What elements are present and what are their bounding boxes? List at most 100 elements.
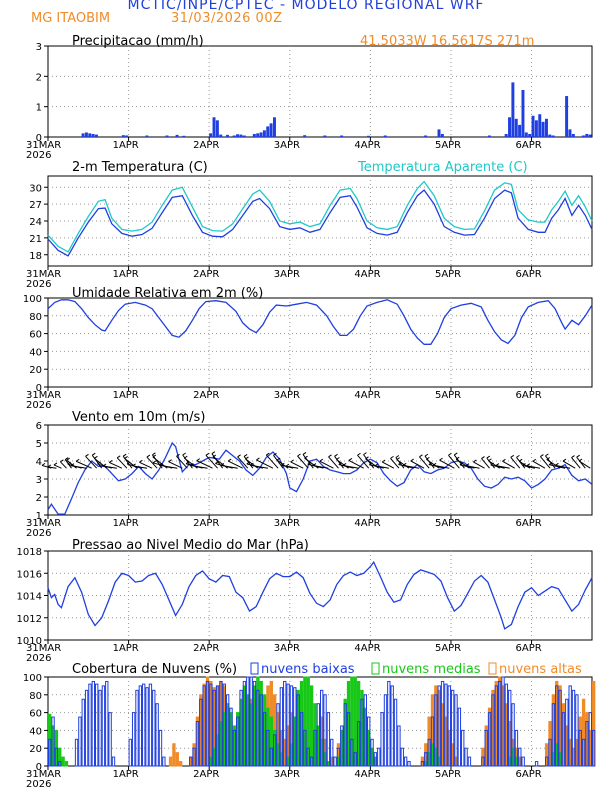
wind-arrow-head [369,462,373,466]
temp-year-label: 2026 [26,279,51,290]
wind-ytick-label: 5 [36,439,42,450]
precip-bar [548,134,552,137]
wind-arrow [139,461,153,469]
wind-arrow-head [94,455,98,459]
wind-arrow [410,460,425,469]
precip-xtick-label: 6APR [516,140,542,151]
cloud-high-bar [172,743,176,767]
temp-ytick-label: 27 [29,200,42,211]
wind-arrow-head [312,463,317,466]
wind-arrow [439,459,455,469]
precip-bar [219,134,223,137]
wind-xtick-label: 4APR [354,518,380,529]
cloud-low-bar [578,729,582,767]
cloud-low-bar [88,683,92,767]
precip-bar [95,134,98,137]
cloud-low-bar [581,738,586,767]
clouds-xtick-label: 6APR [516,769,542,780]
precip-bar [585,133,589,137]
precip-bar [259,132,263,137]
wind-arrow-head [548,462,553,466]
wind-arrow [132,465,148,469]
precip-ytick-label: 2 [36,72,42,83]
precip-bar [568,129,572,137]
cloud-low-bar [316,703,320,767]
cloud-low-bar [131,712,136,767]
cloud-low-bar [340,725,344,767]
cloud-low-bar [148,683,153,767]
wind-arrow-head [357,452,361,456]
precip-bar [383,135,387,137]
wind-arrow [176,455,188,469]
wind-arrow [465,465,480,469]
precip-bar [88,133,92,137]
wind-arrow-head [132,463,136,467]
wind-arrow [459,464,475,469]
cloud-low-bar [343,703,347,767]
wind-arrow-head [158,462,163,466]
wind-arrow-head [245,456,249,460]
wind-arrow-head [495,463,500,467]
wind-xtick-label: 3APR [274,518,300,529]
precip-bar [269,123,273,137]
wind-arrow-head [250,462,254,466]
cloud-low-bar [461,729,465,767]
cloud-low-bar [262,712,267,767]
panel-pressure: 31MAR 1APR 2APR 3APR 4APR 5APR 6APR 2026 1010 101… [17,538,593,664]
wind-arrow [486,457,496,469]
wind-arrow-head [152,460,157,464]
pressure-title: Pressao ao Nivel Medio do Mar (hPa) [72,538,309,553]
panel-wind: 31MAR 1APR 2APR 3APR 4APR 5APR 6APR 2026 1 2 3 4 5 6 V… [26,410,593,539]
pressure-xtick-label: 5APR [435,643,461,654]
cloud-low-bar [377,747,381,767]
cloud-low-bar [145,687,149,767]
wind-arrow [66,459,77,469]
precip-bar [534,120,538,137]
cloud-low-bar [548,738,552,767]
wind-xtick-label: 6APR [516,518,542,529]
cloud-low-bar [457,707,462,767]
wind-arrow-head [285,463,290,467]
precip-bar [266,126,270,137]
panel-clouds: 31MAR 1APR 2APR 3APR 4APR 5APR 6APR 2026 0 20 40 60… [23,662,596,790]
precip-bar [571,133,575,137]
cloud-low-bar [81,698,85,767]
wind-arrow [490,464,505,469]
cloud-low-bar [84,689,89,767]
cloud-low-bar [51,716,55,767]
precip-bar [303,135,307,137]
precip-xtick-label: 2APR [193,140,219,151]
wind-arrow-head [338,462,343,465]
cloud-low-bar [202,685,206,767]
cloud-low-bar [353,752,357,767]
cloud-mid-bar [64,761,69,767]
wind-arrow-head [75,458,80,462]
wind-arrow-head [102,463,107,467]
wind-arrow-head [243,454,248,457]
wind-arrow-head [304,455,308,459]
pressure-year-label: 2026 [26,653,51,664]
cloud-low-bar [484,729,488,767]
temp-xtick-label: 2APR [193,269,219,280]
cloud-low-bar [229,707,233,767]
wind-arrow [502,460,516,469]
precip-bar [437,129,441,137]
cloud-low-bar [98,689,102,767]
temp-ytick-label: 24 [29,217,42,228]
wind-xtick-label: 31MAR [26,518,61,529]
temp-ytick-label: 21 [29,234,42,245]
wind-arrow-head [205,452,210,456]
temp-xtick-label: 6APR [516,269,542,280]
cloud-low-bar [430,716,435,767]
cloud-low-bar [508,689,512,767]
cloud-low-bar [487,712,492,767]
precip-ytick-label: 3 [36,42,42,53]
wind-arrow-head [196,458,201,462]
precip-bar [252,133,256,137]
rh-xtick-label: 4APR [354,390,380,401]
wind-arrow [205,455,218,469]
precip-bar [215,120,219,137]
cloud-low-bar [306,747,310,767]
cloud-legend-label: nuvens medias [382,662,481,677]
wind-arrow [159,464,178,469]
